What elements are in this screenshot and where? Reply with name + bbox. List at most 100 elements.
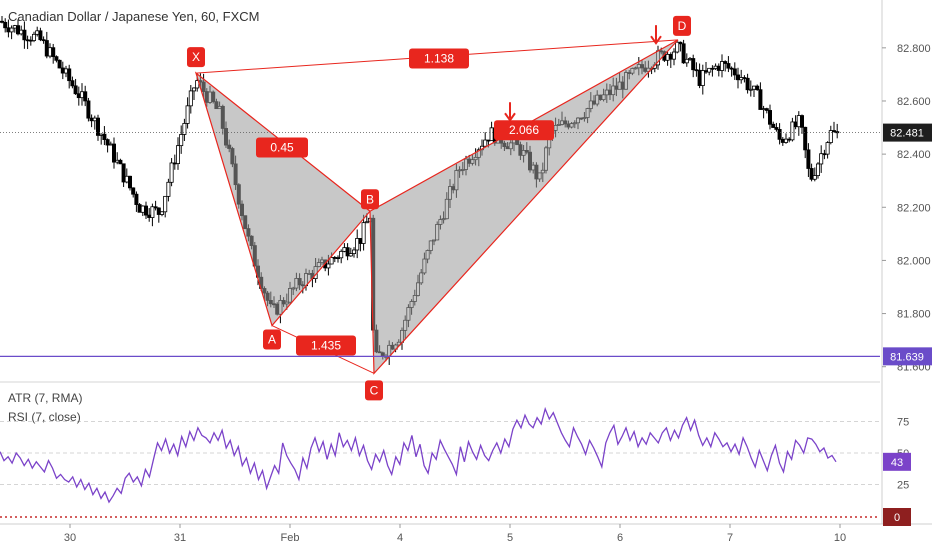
grid-lines <box>0 0 932 525</box>
candle-body <box>339 250 344 259</box>
candle-body <box>761 108 766 111</box>
axes: 82.800 82.600 82.400 82.200 82.000 81.800 81.6… <box>64 43 932 544</box>
candle-body <box>355 238 360 251</box>
time-tick-label: 10 <box>834 532 846 544</box>
pattern-point-box <box>187 47 205 68</box>
candle-body <box>51 47 56 58</box>
candle-body <box>67 68 72 82</box>
candle-body <box>764 108 769 111</box>
candle-body <box>137 204 142 213</box>
pattern-ratio-label: 0.45 <box>270 140 294 154</box>
candle-body <box>99 133 104 136</box>
pattern-ratio-box <box>296 335 356 356</box>
candle-body <box>736 74 741 81</box>
rsi-panel: ATR (7, RMA) RSI (7, close) <box>0 391 880 518</box>
candle-body <box>361 222 366 244</box>
candle-body <box>342 247 347 252</box>
pattern-ratio-label: 1.435 <box>311 338 341 352</box>
candle-body <box>486 139 491 142</box>
candle-body <box>704 70 709 73</box>
candle-body <box>364 221 369 224</box>
candle-body <box>41 39 46 42</box>
down-arrow-head <box>650 35 662 45</box>
candle-body <box>819 153 824 165</box>
pattern-ratio: 1.435 <box>296 335 356 356</box>
candle-body <box>345 247 350 257</box>
down-arrow-icon <box>650 25 662 45</box>
harmonic-pattern: X A B C D 0.45 1.435 2.066 1.138 <box>0 15 880 401</box>
candle-body <box>796 115 801 128</box>
candle-body <box>684 58 689 64</box>
candle-body <box>806 149 811 169</box>
candle-body <box>38 30 43 41</box>
candle-body <box>716 65 721 71</box>
candle-body <box>825 142 830 155</box>
pattern-ratio-box <box>494 120 554 141</box>
pattern-ratio: 1.138 <box>409 48 469 69</box>
candle-body <box>3 21 8 29</box>
candle-body <box>0 20 4 23</box>
candle-body <box>691 58 696 71</box>
candle-body <box>668 53 673 60</box>
candle-body <box>752 85 757 90</box>
candle-body <box>163 195 168 213</box>
candle-body <box>351 249 356 254</box>
time-tick-label: 31 <box>174 532 186 544</box>
atr-current-text: 0 <box>894 512 900 524</box>
candle-body <box>720 61 725 71</box>
rsi-current-text: 43 <box>891 457 903 469</box>
current-price-box <box>883 123 932 142</box>
candle-body <box>726 63 731 69</box>
candle-body <box>9 27 14 33</box>
candle-body <box>73 85 78 95</box>
candle-body <box>179 134 184 147</box>
candle-body <box>780 138 785 143</box>
candle-body <box>44 40 49 57</box>
candle-body <box>147 214 152 218</box>
support-price-box <box>883 347 932 366</box>
candle-body <box>54 56 59 61</box>
candle-body <box>124 175 129 183</box>
candle-body <box>697 69 702 86</box>
candle-body <box>169 162 174 183</box>
time-tick-label: 30 <box>64 532 76 544</box>
candle-body <box>713 65 718 69</box>
candle-body <box>143 205 148 216</box>
candle-body <box>191 87 196 92</box>
candle-body <box>102 133 107 140</box>
price-tick-label: 82.000 <box>897 255 931 267</box>
candle-body <box>153 206 158 209</box>
pattern-point-box <box>263 329 281 350</box>
atr-indicator-label: ATR (7, RMA) <box>8 391 82 405</box>
down-arrow-head <box>504 112 516 122</box>
atr-current-box <box>883 508 911 526</box>
pattern-point-c: C <box>365 380 383 401</box>
candle-body <box>771 123 776 128</box>
pattern-triangle-bcd <box>369 39 679 375</box>
price-tick-label: 81.800 <box>897 309 931 321</box>
candle-body <box>675 41 680 53</box>
candle-body <box>64 68 69 74</box>
pattern-ratio: 2.066 <box>494 120 554 141</box>
candle-body <box>774 127 779 130</box>
chart-title: Canadian Dollar / Japanese Yen, 60, FXCM <box>8 9 260 24</box>
rsi-tick-label: 75 <box>897 417 909 429</box>
candle-body <box>28 39 33 42</box>
candle-body <box>326 263 331 269</box>
candle-body <box>108 143 113 146</box>
candle-body <box>822 153 827 156</box>
candle-body <box>15 25 20 35</box>
rsi-current-box <box>883 452 911 471</box>
rsi-line <box>0 406 837 504</box>
candle-body <box>80 91 85 99</box>
candle-body <box>358 238 363 244</box>
support-price-label: 81.639 <box>883 347 932 366</box>
candle-body <box>812 175 817 180</box>
candle-body <box>777 129 782 140</box>
candle-body <box>707 67 712 73</box>
candle-body <box>166 181 171 197</box>
candle-body <box>156 207 161 215</box>
rsi-indicator-label: RSI (7, close) <box>8 410 81 424</box>
candle-body <box>694 69 699 72</box>
pattern-triangle-xab <box>194 71 371 327</box>
